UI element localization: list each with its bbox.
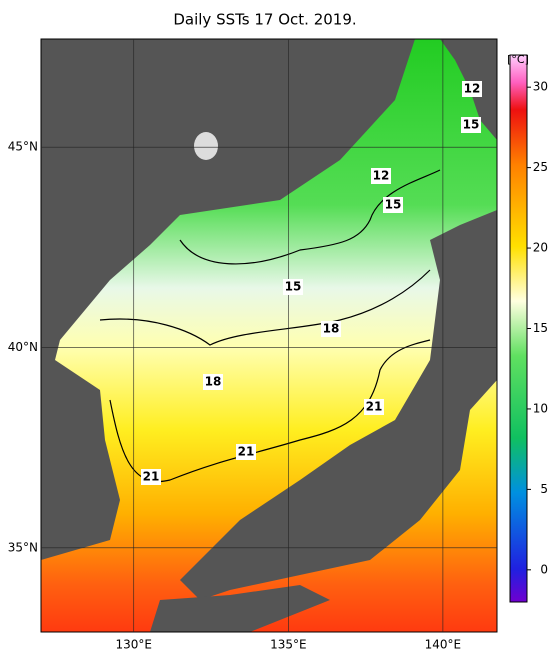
contour-label-bg [141,469,161,485]
contour-label-bg [236,444,256,460]
land-japan [180,210,497,600]
contour-label: 18 [205,375,222,389]
contour-label-bg [383,197,403,213]
lake [194,132,218,160]
map-frame [40,38,498,633]
contour-label-bg [321,321,341,337]
lat-tick-label: 45°N [8,140,38,154]
lat-tick-label: 35°N [8,540,38,554]
land-sakhalin [440,39,497,140]
contour-line [99,269,431,346]
map-title: Daily SSTs 17 Oct. 2019. [173,11,356,29]
colorbar-tick-label: 15 [533,321,548,335]
contour-line [109,339,431,483]
contour-label-bg [283,279,303,295]
contour-line [179,169,441,265]
lat-tick-label: 40°N [8,340,38,354]
contour-label: 12 [464,82,481,96]
contour-label-bg [371,168,391,184]
contour-label-bg [364,399,384,415]
contour-label: 21 [366,400,383,414]
contour-label: 21 [143,470,160,484]
map-area [41,39,497,632]
lon-tick-label: 140°E [425,638,462,652]
lon-tick-label: 135°E [270,638,307,652]
colorbar-unit: [°C] [507,53,529,66]
colorbar [509,54,528,603]
colorbar-tick-label: 20 [533,241,548,255]
contour-label: 18 [323,322,340,336]
contour-label-bg [462,81,482,97]
colorbar-tick-label: 25 [533,160,548,174]
contour-label: 15 [385,198,402,212]
land-south [150,585,330,632]
contours [99,169,441,483]
colorbar-tick-label: 30 [533,80,548,94]
contour-label: 15 [463,118,480,132]
land-asia [41,39,415,560]
colorbar-tick-label: 10 [533,401,548,415]
contour-label: 21 [238,445,255,459]
contour-label: 15 [285,280,302,294]
contour-label: 12 [373,169,390,183]
lon-tick-label: 130°E [115,638,152,652]
contour-label-bg [203,374,223,390]
contour-label-bg [461,117,481,133]
colorbar-tick-label: 0 [540,562,548,576]
colorbar-tick-label: 5 [540,482,548,496]
